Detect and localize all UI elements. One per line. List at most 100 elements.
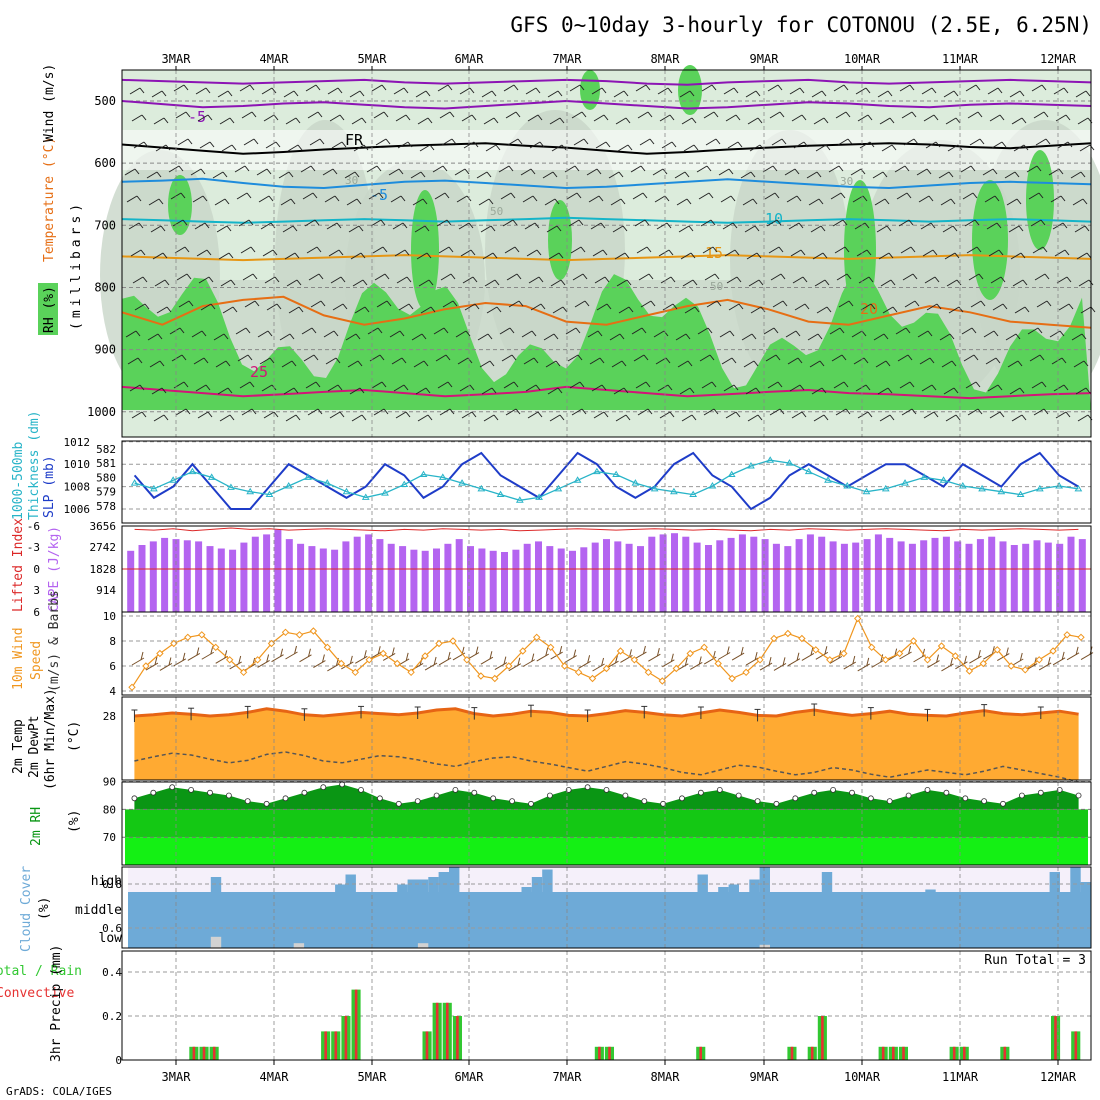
wind-barb-flag bbox=[447, 84, 453, 91]
wind-barb-flag bbox=[615, 655, 618, 664]
wind-barb-flag bbox=[539, 141, 545, 148]
wind-barb-shaft bbox=[280, 198, 292, 206]
wind-barb-flag bbox=[251, 408, 257, 415]
wind-barb-shaft bbox=[218, 252, 230, 260]
rh-marker bbox=[169, 784, 176, 791]
wind-barb-flag bbox=[404, 249, 410, 256]
wind-barb-flag bbox=[254, 300, 260, 307]
wind-barb-flag bbox=[402, 222, 408, 229]
wind-barb-flag bbox=[450, 273, 456, 280]
wind-barb-shaft bbox=[988, 249, 1000, 257]
wind-barb-flag bbox=[1036, 165, 1042, 172]
wind-barb-shaft bbox=[968, 273, 980, 281]
precip-convective-bar bbox=[212, 1046, 216, 1060]
wind-barb-shaft bbox=[593, 114, 605, 122]
wind-barb-shaft bbox=[300, 165, 312, 173]
wind-barb-shaft bbox=[746, 252, 758, 260]
cloud-high-bar bbox=[417, 879, 429, 892]
wind-barb-flag bbox=[977, 408, 983, 415]
wind-barb-flag bbox=[1075, 646, 1079, 655]
wind-barb-shaft bbox=[478, 198, 490, 206]
wind-barb-shaft bbox=[483, 117, 495, 125]
wind-barb-flag bbox=[314, 219, 320, 226]
precip-tick-label: 0.8 bbox=[102, 878, 122, 891]
wind-barb-flag bbox=[354, 171, 360, 178]
wind-barb-shaft bbox=[925, 141, 937, 149]
wind-barb-shaft bbox=[947, 144, 959, 152]
wind-barb-shaft bbox=[234, 165, 246, 173]
wind-barb-flag bbox=[224, 650, 228, 659]
wind-barb-flag bbox=[512, 219, 518, 226]
wind-barb-shaft bbox=[962, 192, 974, 200]
wind-barb-flag bbox=[202, 195, 208, 202]
wind-barb-shaft bbox=[373, 111, 385, 119]
wind-barb-flag bbox=[535, 384, 541, 391]
wind-barb-flag bbox=[861, 330, 867, 337]
wind-barb bbox=[801, 652, 815, 661]
thickness-marker bbox=[381, 489, 389, 496]
precip-convective-label: Convective bbox=[0, 986, 74, 1001]
wind-barb bbox=[689, 662, 703, 670]
cape-bar bbox=[659, 534, 667, 612]
wind-barb-flag bbox=[429, 144, 435, 151]
wind-barb-shaft bbox=[573, 138, 585, 146]
wind-barb-flag bbox=[342, 303, 348, 310]
wind-barb-shaft bbox=[287, 144, 299, 152]
wind-speed-marker bbox=[853, 614, 862, 623]
wind-barb bbox=[927, 660, 940, 669]
rh-marker bbox=[811, 789, 818, 796]
wind-barb-flag bbox=[848, 300, 854, 307]
wind-barb-flag bbox=[972, 192, 978, 199]
wind-barb-flag bbox=[163, 414, 169, 421]
wind-barb-shaft bbox=[837, 138, 849, 146]
wind-barb-flag bbox=[980, 300, 986, 307]
wind-barb-shaft bbox=[568, 219, 580, 227]
wind-speed-marker bbox=[184, 633, 192, 642]
wind-barb-shaft bbox=[676, 198, 688, 206]
wind-barb-shaft bbox=[768, 246, 780, 254]
wind-barb-flag bbox=[600, 222, 606, 229]
wind-barb-shaft bbox=[1070, 171, 1082, 179]
wind-barb-shaft bbox=[397, 141, 409, 149]
wind-barb-shaft bbox=[500, 192, 512, 200]
wind-barb-flag bbox=[927, 330, 933, 337]
wind-barb-shaft bbox=[177, 138, 189, 146]
wind-barb-shaft bbox=[901, 408, 913, 416]
wind-barb-shaft bbox=[653, 330, 665, 338]
wind-barb-shaft bbox=[657, 384, 669, 392]
wind-barb-flag bbox=[228, 252, 234, 259]
wind-barb-shaft bbox=[479, 360, 491, 368]
wind-speed-marker bbox=[812, 646, 820, 654]
wind-axis-label: Wind (m/s) bbox=[42, 64, 57, 142]
wind-barb-shaft bbox=[1054, 249, 1066, 257]
wind-barb-flag bbox=[398, 168, 404, 175]
wind-barb-shaft bbox=[545, 360, 557, 368]
wind-barb-shaft bbox=[983, 330, 995, 338]
wind-barb-flag bbox=[669, 114, 675, 121]
wind-barb-shaft bbox=[966, 246, 978, 254]
rh-marker bbox=[679, 795, 685, 802]
wind-barb-shaft bbox=[258, 195, 270, 203]
wind-barb-shaft bbox=[830, 192, 842, 200]
wind-barb-flag bbox=[909, 84, 915, 91]
precip-convective-bar bbox=[881, 1046, 885, 1060]
rh2m-axis-label: 2m RH bbox=[29, 807, 44, 846]
wind-barb-flag bbox=[627, 144, 633, 151]
wind-barb-flag bbox=[165, 144, 171, 151]
wind-barb-flag bbox=[933, 411, 939, 418]
wind-barb-shaft bbox=[393, 87, 405, 95]
wind-barb-shaft bbox=[589, 357, 601, 365]
wind-barb-flag bbox=[694, 306, 700, 313]
wind-barb-flag bbox=[494, 279, 500, 286]
wind-speed-marker bbox=[770, 634, 778, 643]
rh-marker bbox=[414, 798, 421, 804]
wind-barb-flag bbox=[604, 276, 610, 283]
wind-barb-shaft bbox=[858, 276, 870, 284]
wind-barb-flag bbox=[601, 657, 605, 667]
wind-barb-flag bbox=[207, 114, 213, 121]
isotherm-label: 10 bbox=[765, 210, 783, 228]
wind-barb-shaft bbox=[1014, 306, 1026, 314]
wind-barb-flag bbox=[141, 411, 147, 418]
wind-barb-flag bbox=[689, 387, 695, 394]
rh-marker bbox=[244, 798, 251, 804]
